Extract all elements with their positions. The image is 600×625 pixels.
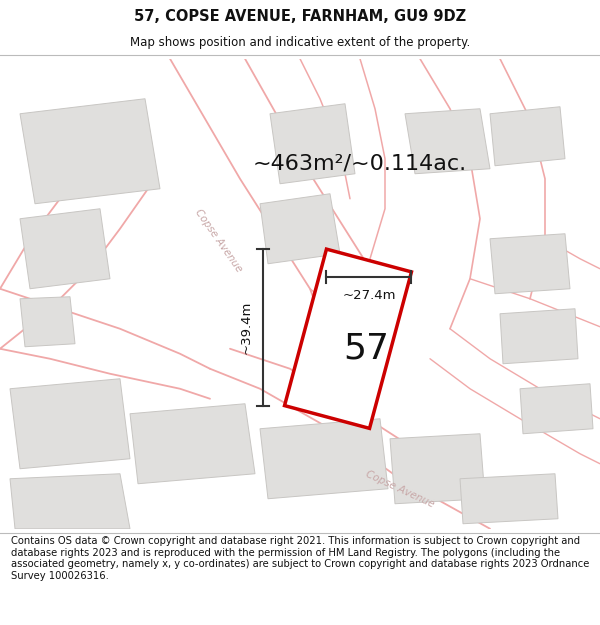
Polygon shape [405,109,490,174]
Polygon shape [20,209,110,289]
Polygon shape [520,384,593,434]
Text: 57: 57 [343,332,389,366]
Text: Copse Avenue: Copse Avenue [364,469,436,509]
Text: Map shows position and indicative extent of the property.: Map shows position and indicative extent… [130,36,470,49]
Polygon shape [10,474,130,529]
Polygon shape [500,309,578,364]
Polygon shape [10,379,130,469]
Polygon shape [390,434,485,504]
Polygon shape [284,249,412,428]
Text: Copse Avenue: Copse Avenue [193,208,244,274]
Polygon shape [490,107,565,166]
Polygon shape [260,419,388,499]
Polygon shape [130,404,255,484]
Polygon shape [460,474,558,524]
Text: 57, COPSE AVENUE, FARNHAM, GU9 9DZ: 57, COPSE AVENUE, FARNHAM, GU9 9DZ [134,9,466,24]
Polygon shape [490,234,570,294]
Text: ~463m²/~0.114ac.: ~463m²/~0.114ac. [253,154,467,174]
Polygon shape [270,104,355,184]
Text: Contains OS data © Crown copyright and database right 2021. This information is : Contains OS data © Crown copyright and d… [11,536,589,581]
Text: ~39.4m: ~39.4m [239,301,253,354]
Polygon shape [20,297,75,347]
Text: ~27.4m: ~27.4m [342,289,396,302]
Polygon shape [20,99,160,204]
Polygon shape [260,194,340,264]
